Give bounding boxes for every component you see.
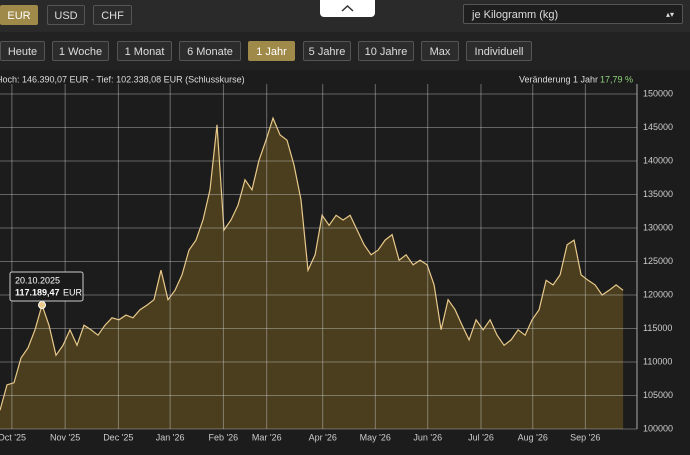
summary: Hoch: 146.390,07 EUR - Tief: 102.338,08 …	[0, 74, 245, 84]
period-tab[interactable]: Heute	[0, 41, 45, 61]
y-tick-label: 130000	[643, 222, 673, 232]
period-tab[interactable]: Individuell	[466, 41, 532, 61]
period-tab[interactable]: 10 Jahre	[358, 41, 414, 61]
y-tick-label: 100000	[643, 423, 673, 433]
area-fill	[0, 118, 624, 429]
period-tab[interactable]: 1 Woche	[52, 41, 109, 61]
period-tab[interactable]: 1 Monat	[117, 41, 172, 61]
x-tick-label: May '26	[360, 432, 391, 442]
x-tick-label: Jul '26	[468, 432, 494, 442]
collapse-button[interactable]	[320, 0, 375, 17]
period-tab[interactable]: 5 Jahre	[303, 41, 351, 61]
x-tick-label: Apr '26	[309, 432, 337, 442]
y-tick-label: 125000	[643, 256, 673, 266]
currency-tab[interactable]: EUR	[0, 5, 38, 25]
x-tick-label: Oct '25	[0, 432, 26, 442]
x-tick-label: Jan '26	[156, 432, 185, 442]
y-tick-label: 145000	[643, 122, 673, 132]
y-tick-label: 120000	[643, 289, 673, 299]
period-tab[interactable]: 6 Monate	[179, 41, 241, 61]
y-tick-label: 105000	[643, 390, 673, 400]
chart: Hoch: 146.390,07 EUR - Tief: 102.338,08 …	[0, 70, 690, 455]
unit-select-text: je Kilogramm (kg)	[472, 9, 559, 21]
x-tick-label: Nov '25	[50, 432, 80, 442]
x-tick-label: Mar '26	[252, 432, 282, 442]
tooltip-unit: EUR	[63, 287, 83, 297]
tooltip-box	[9, 271, 84, 302]
x-tick-label: Feb '26	[208, 432, 238, 442]
period-tab[interactable]: 1 Jahr	[248, 41, 295, 61]
x-tick-label: Dec '25	[103, 432, 133, 442]
x-tick-label: Sep '26	[570, 432, 600, 442]
y-tick-label: 115000	[643, 323, 672, 333]
x-tick-label: Aug '26	[518, 432, 548, 442]
tooltip-value: 117.189,47	[15, 287, 60, 297]
currency-tab[interactable]: USD	[47, 5, 85, 25]
currency-tab[interactable]: CHF	[93, 5, 132, 25]
unit-select[interactable]: je Kilogramm (kg) ▴▾	[463, 4, 683, 24]
hover-point	[38, 301, 47, 310]
change-label: Veränderung 1 Jahr	[519, 74, 598, 84]
y-tick-label: 135000	[643, 189, 673, 199]
x-tick-label: Jun '26	[413, 432, 442, 442]
price-line	[0, 116, 624, 411]
y-tick-label: 150000	[643, 88, 673, 98]
tooltip-date: 20.10.2025	[15, 275, 60, 285]
change-value: 17,79 %	[600, 74, 633, 84]
y-tick-label: 140000	[643, 155, 673, 165]
y-tick-label: 110000	[643, 356, 672, 366]
period-tab[interactable]: Max	[421, 41, 459, 61]
